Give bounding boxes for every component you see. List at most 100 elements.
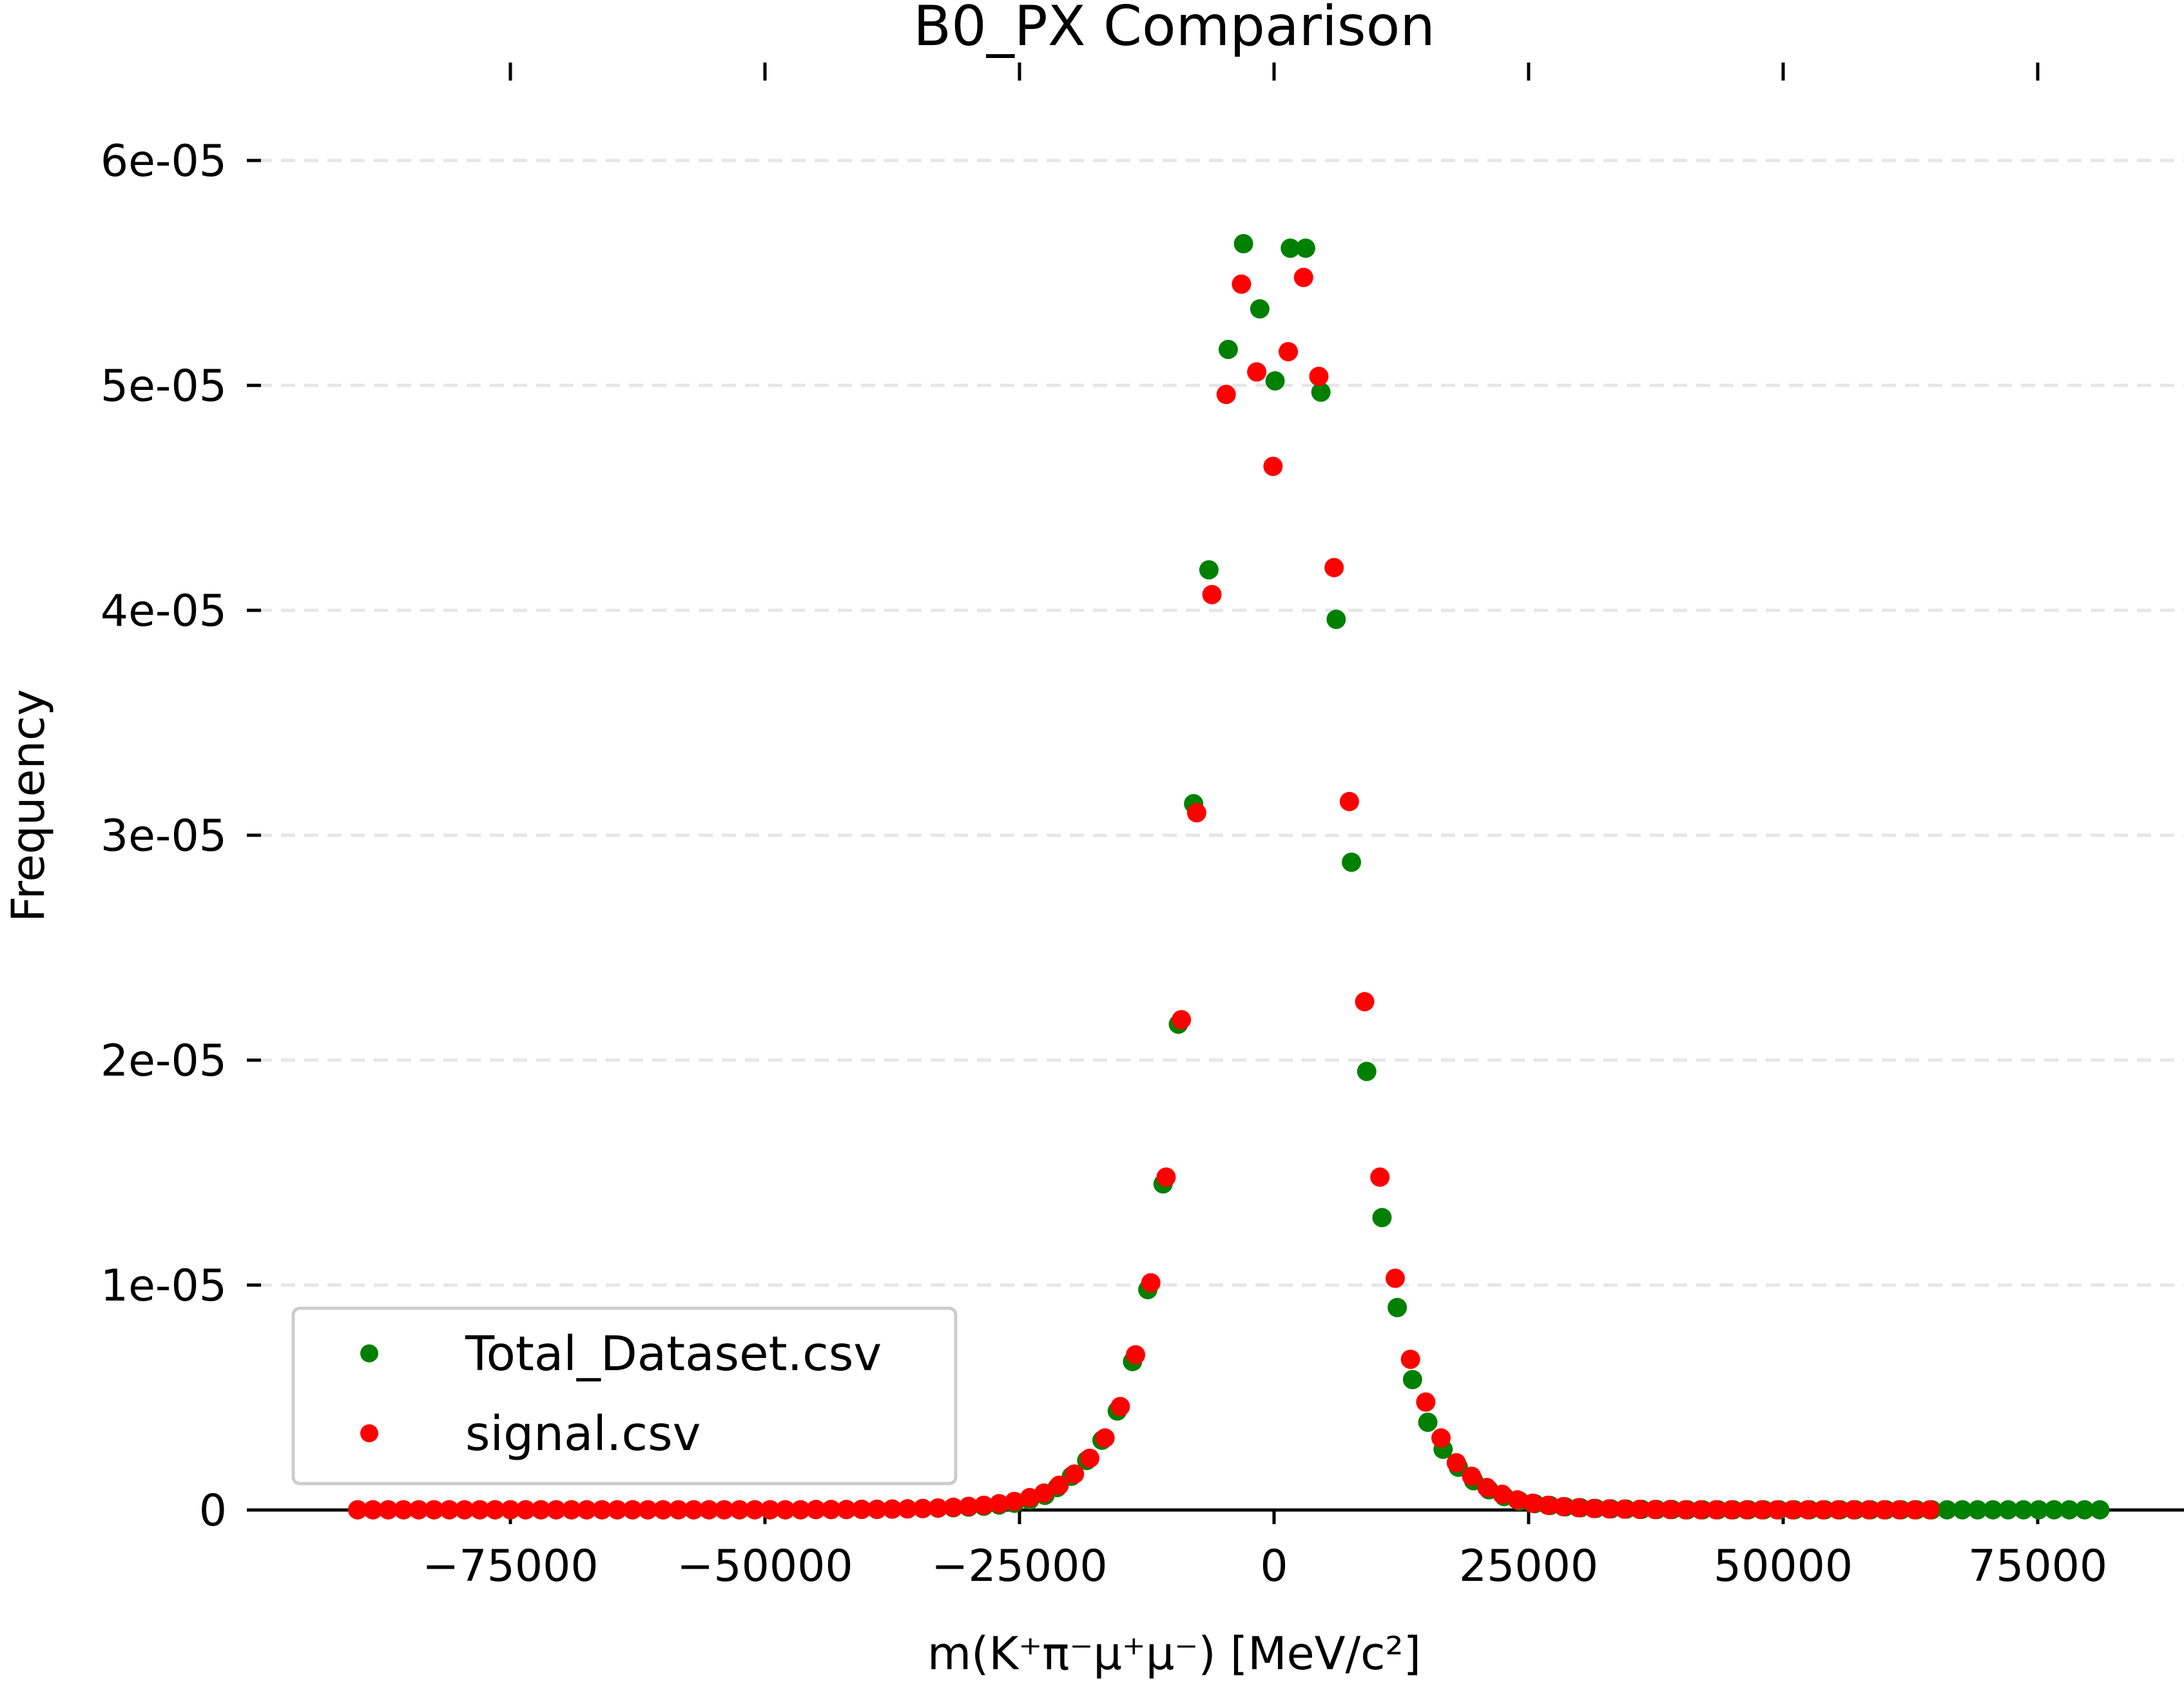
data-point xyxy=(1783,1500,1802,1520)
grid-lines xyxy=(258,159,2184,1287)
data-point xyxy=(684,1500,704,1520)
data-point xyxy=(501,1500,520,1520)
data-point xyxy=(1844,1500,1863,1520)
data-point xyxy=(1296,238,1315,258)
data-point xyxy=(2090,1500,2110,1520)
data-point xyxy=(1199,560,1219,580)
y-tick-label: 3e-05 xyxy=(101,811,227,862)
data-point xyxy=(1372,1208,1392,1228)
data-point xyxy=(531,1500,551,1520)
data-point xyxy=(1400,1350,1420,1369)
data-point xyxy=(363,1500,383,1520)
data-point xyxy=(1080,1448,1099,1468)
x-tick-label: −50000 xyxy=(677,1541,853,1592)
x-tick-label: 75000 xyxy=(1968,1541,2107,1592)
data-point xyxy=(1402,1369,1422,1389)
data-point xyxy=(1034,1483,1054,1503)
data-point xyxy=(898,1499,918,1519)
data-point xyxy=(1920,1500,1940,1520)
data-point xyxy=(1095,1428,1115,1448)
data-point xyxy=(714,1500,734,1520)
legend-marker-signal xyxy=(360,1424,378,1442)
data-point xyxy=(1676,1500,1696,1520)
data-point xyxy=(1767,1500,1787,1520)
data-point xyxy=(1937,1500,1957,1520)
data-point xyxy=(1250,299,1270,319)
data-point xyxy=(1263,456,1283,476)
data-point xyxy=(867,1500,887,1519)
data-point xyxy=(806,1500,826,1520)
data-point xyxy=(561,1500,581,1520)
data-point xyxy=(959,1496,978,1516)
data-point xyxy=(943,1497,963,1517)
data-point xyxy=(1355,992,1375,1012)
data-point xyxy=(1324,557,1344,577)
data-point xyxy=(1813,1500,1833,1520)
data-point xyxy=(1216,385,1236,404)
data-point xyxy=(1416,1392,1436,1412)
data-point xyxy=(821,1500,841,1520)
series-signal xyxy=(348,267,1940,1520)
legend: Total_Dataset.csv signal.csv xyxy=(291,1306,958,1486)
data-point xyxy=(2074,1500,2094,1520)
data-point xyxy=(1126,1345,1146,1365)
data-point xyxy=(974,1495,994,1515)
x-tick-label: 0 xyxy=(1260,1541,1288,1592)
data-point xyxy=(378,1500,398,1520)
data-point xyxy=(1370,1167,1390,1187)
data-point xyxy=(653,1500,673,1520)
data-point xyxy=(836,1500,856,1520)
data-point xyxy=(1232,274,1251,294)
data-point xyxy=(1005,1491,1025,1511)
data-point xyxy=(592,1500,612,1520)
data-point xyxy=(1186,803,1206,823)
data-point xyxy=(1538,1495,1558,1515)
data-point xyxy=(485,1500,505,1520)
data-point xyxy=(1172,1010,1192,1030)
data-point xyxy=(745,1500,765,1520)
data-point xyxy=(699,1500,719,1520)
chart-title: B0_PX Comparison xyxy=(913,0,1435,59)
y-tick-label: 4e-05 xyxy=(101,586,227,637)
x-tick-label: 50000 xyxy=(1714,1541,1853,1592)
data-point xyxy=(1326,610,1346,629)
data-point xyxy=(577,1500,597,1520)
data-point xyxy=(1983,1500,2003,1520)
y-tick-label: 2e-05 xyxy=(101,1036,227,1087)
data-point xyxy=(852,1500,872,1519)
data-point xyxy=(470,1500,490,1520)
data-point xyxy=(1265,371,1285,391)
data-point xyxy=(2044,1500,2064,1520)
data-point xyxy=(1953,1500,1973,1520)
data-point xyxy=(1156,1167,1176,1187)
x-tick-label: −75000 xyxy=(422,1541,598,1592)
data-point xyxy=(2060,1500,2079,1520)
data-point xyxy=(1523,1493,1543,1513)
data-point xyxy=(1691,1500,1710,1520)
y-tick-label: 5e-05 xyxy=(101,361,227,412)
data-point xyxy=(730,1500,749,1520)
data-point xyxy=(1998,1500,2018,1520)
data-point xyxy=(1218,340,1238,360)
data-point xyxy=(1293,267,1313,287)
x-axis: −75000 −50000 −25000 0 25000 50000 75000 xyxy=(248,1508,2184,1592)
data-point xyxy=(1202,585,1222,605)
data-point xyxy=(1904,1500,1924,1520)
data-point xyxy=(1387,1297,1407,1317)
data-point xyxy=(913,1498,933,1518)
data-point xyxy=(928,1498,948,1518)
data-point xyxy=(1110,1397,1130,1417)
data-point xyxy=(1492,1484,1512,1504)
data-point xyxy=(607,1500,627,1520)
data-point xyxy=(1247,362,1267,382)
data-point xyxy=(1584,1498,1604,1518)
data-point xyxy=(1141,1273,1161,1293)
data-point xyxy=(1280,238,1300,258)
data-point xyxy=(760,1500,780,1520)
data-point xyxy=(424,1500,444,1520)
data-point xyxy=(1752,1500,1772,1520)
data-point xyxy=(1874,1500,1894,1520)
data-point xyxy=(348,1500,367,1520)
